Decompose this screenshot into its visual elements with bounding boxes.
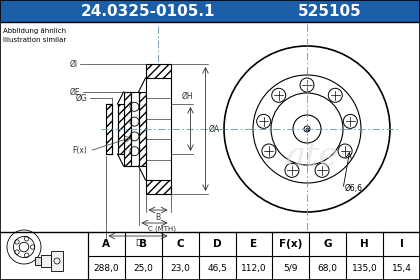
Bar bbox=[145, 180, 171, 194]
Bar bbox=[123, 92, 131, 166]
Text: I: I bbox=[399, 239, 404, 249]
Text: 25,0: 25,0 bbox=[134, 263, 153, 272]
Text: 525105: 525105 bbox=[298, 4, 362, 18]
Text: Illustration similar: Illustration similar bbox=[3, 37, 66, 43]
Text: B: B bbox=[139, 239, 147, 249]
Text: 5/9: 5/9 bbox=[284, 263, 298, 272]
Text: ØH: ØH bbox=[182, 92, 193, 101]
Text: 68,0: 68,0 bbox=[318, 263, 338, 272]
Text: Ø6,6: Ø6,6 bbox=[345, 185, 363, 193]
Text: C: C bbox=[176, 239, 184, 249]
Text: G: G bbox=[323, 239, 332, 249]
Text: B: B bbox=[155, 213, 160, 222]
Text: F(x): F(x) bbox=[279, 239, 302, 249]
Text: F(x): F(x) bbox=[73, 146, 87, 155]
Circle shape bbox=[304, 126, 310, 132]
Text: 135,0: 135,0 bbox=[352, 263, 378, 272]
Text: C (MTH): C (MTH) bbox=[149, 226, 176, 232]
Bar bbox=[35, 257, 41, 265]
Text: 112,0: 112,0 bbox=[241, 263, 267, 272]
Text: 23,0: 23,0 bbox=[170, 263, 190, 272]
Text: A: A bbox=[102, 239, 110, 249]
Bar bbox=[139, 92, 145, 166]
Text: D: D bbox=[135, 239, 141, 248]
Text: D: D bbox=[213, 239, 221, 249]
Text: 15,4: 15,4 bbox=[391, 263, 412, 272]
Text: ØE: ØE bbox=[70, 87, 81, 97]
Text: Abbildung ähnlich: Abbildung ähnlich bbox=[3, 28, 66, 34]
Bar bbox=[0, 0, 420, 22]
Text: E: E bbox=[250, 239, 257, 249]
Bar bbox=[41, 255, 51, 267]
Text: 24.0325-0105.1: 24.0325-0105.1 bbox=[81, 4, 215, 18]
Text: ØA: ØA bbox=[208, 125, 220, 134]
Bar bbox=[145, 64, 171, 78]
Bar bbox=[105, 104, 111, 154]
Bar bbox=[51, 251, 63, 271]
Bar bbox=[118, 104, 123, 154]
Text: ØI: ØI bbox=[69, 60, 78, 69]
Text: H: H bbox=[360, 239, 369, 249]
Text: ØG: ØG bbox=[76, 94, 87, 102]
Text: 46,5: 46,5 bbox=[207, 263, 227, 272]
Text: 288,0: 288,0 bbox=[94, 263, 119, 272]
Text: ate: ate bbox=[286, 141, 339, 173]
